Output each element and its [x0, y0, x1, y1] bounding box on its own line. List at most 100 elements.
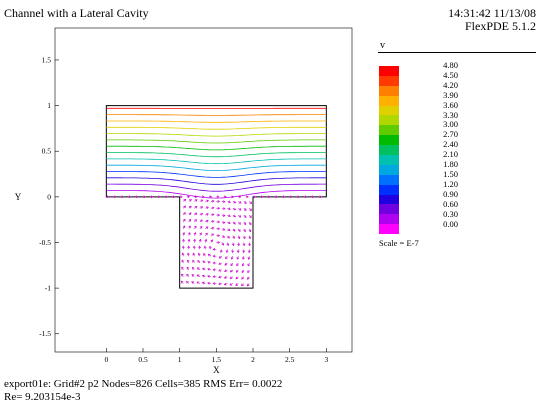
- velocity-arrow: [227, 228, 231, 232]
- velocity-arrow: [199, 232, 202, 236]
- velocity-arrow: [219, 249, 223, 253]
- velocity-arrow: [224, 269, 228, 272]
- velocity-arrow: [192, 245, 196, 250]
- velocity-arrow: [216, 220, 221, 224]
- velocity-arrow: [183, 205, 186, 209]
- x-tick-label: 2.5: [285, 355, 295, 364]
- velocity-arrow: [194, 206, 198, 209]
- velocity-arrow: [186, 273, 190, 277]
- arrow-head: [243, 229, 246, 233]
- arrow-head: [203, 245, 207, 249]
- arrow-head: [242, 257, 245, 260]
- velocity-arrow: [232, 228, 236, 232]
- arrow-head: [228, 207, 231, 211]
- velocity-arrow: [182, 225, 186, 229]
- arrow-head: [205, 219, 209, 223]
- contour-line: [106, 158, 327, 165]
- colorbar-level-label: 0.30: [443, 208, 458, 219]
- velocity-arrow: [247, 256, 251, 260]
- colorbar-level-label: 4.50: [443, 69, 458, 80]
- velocity-arrow: [193, 238, 196, 243]
- y-tick-label: 0: [47, 192, 51, 201]
- arrow-head: [207, 268, 210, 271]
- velocity-arrow: [202, 267, 206, 271]
- velocity-arrow: [186, 266, 190, 271]
- velocity-arrow: [297, 195, 301, 199]
- velocity-arrow: [247, 249, 251, 254]
- arrow-head: [290, 195, 293, 199]
- arrow-head: [217, 213, 221, 217]
- colorbar-level-label: 0.60: [443, 198, 458, 209]
- colorbar-level-label: 0.90: [443, 188, 458, 199]
- arrow-head: [183, 198, 187, 202]
- arrow-head: [182, 238, 185, 242]
- velocity-arrow: [231, 195, 235, 199]
- x-tick-label: 1.5: [212, 355, 222, 364]
- velocity-arrow: [186, 259, 190, 264]
- velocity-arrow: [253, 195, 257, 199]
- arrow-head: [183, 205, 186, 209]
- arrow-head: [222, 207, 226, 210]
- colorbar-level-label: 3.00: [443, 119, 458, 130]
- velocity-arrow: [243, 201, 247, 204]
- velocity-arrow: [249, 201, 253, 204]
- arrow-head: [218, 255, 222, 259]
- arrow-head: [180, 195, 183, 199]
- arrow-head: [227, 228, 231, 232]
- velocity-arrow: [223, 195, 227, 199]
- velocity-arrow: [199, 225, 203, 229]
- arrow-head: [193, 238, 196, 242]
- arrow-head: [182, 225, 186, 229]
- velocity-arrow: [221, 235, 226, 238]
- arrow-head: [206, 206, 209, 210]
- velocity-arrow: [227, 214, 231, 218]
- velocity-arrow: [202, 260, 206, 264]
- contour-line: [106, 183, 327, 192]
- velocity-arrow: [199, 199, 204, 203]
- velocity-arrow: [188, 225, 191, 229]
- arrow-head: [217, 199, 221, 203]
- arrow-head: [217, 241, 221, 244]
- colorbar-level-label: 2.40: [443, 139, 458, 150]
- arrow-head: [193, 232, 197, 235]
- velocity-arrow: [188, 199, 192, 202]
- arrow-head: [233, 214, 236, 218]
- velocity-arrow: [128, 195, 132, 199]
- arrow-head: [224, 195, 227, 199]
- velocity-arrow: [232, 214, 236, 218]
- contour-line: [106, 114, 327, 116]
- velocity-arrow: [210, 213, 215, 217]
- arrow-head: [312, 195, 315, 199]
- arrow-head: [199, 232, 202, 236]
- colorbar-swatch: [379, 194, 399, 205]
- velocity-arrow: [238, 214, 242, 218]
- velocity-arrow: [216, 241, 221, 244]
- arrow-head: [218, 268, 221, 272]
- arrow-head: [158, 195, 161, 199]
- velocity-arrow: [246, 283, 250, 287]
- arrow-head: [235, 276, 239, 280]
- velocity-arrow: [194, 195, 198, 199]
- colorbar-level-label: 1.80: [443, 159, 458, 170]
- arrow-head: [246, 283, 250, 287]
- arrow-head: [121, 195, 125, 199]
- velocity-arrow: [197, 267, 201, 271]
- velocity-arrow: [203, 253, 206, 257]
- arrow-head: [200, 206, 204, 209]
- velocity-arrow: [212, 268, 217, 272]
- velocity-arrow: [237, 235, 241, 240]
- arrow-head: [243, 215, 247, 218]
- arrow-head: [227, 221, 231, 224]
- velocity-arrow: [242, 242, 246, 247]
- velocity-arrow: [226, 242, 230, 247]
- plot-frame: [54, 27, 353, 353]
- arrow-head: [232, 228, 236, 232]
- contour-line: [106, 152, 327, 158]
- arrow-head: [202, 195, 205, 199]
- arrow-head: [191, 274, 195, 277]
- arrow-head: [143, 195, 147, 199]
- arrow-head: [247, 277, 250, 280]
- arrow-head: [187, 245, 191, 249]
- arrow-head: [198, 238, 202, 242]
- velocity-arrow: [191, 266, 195, 271]
